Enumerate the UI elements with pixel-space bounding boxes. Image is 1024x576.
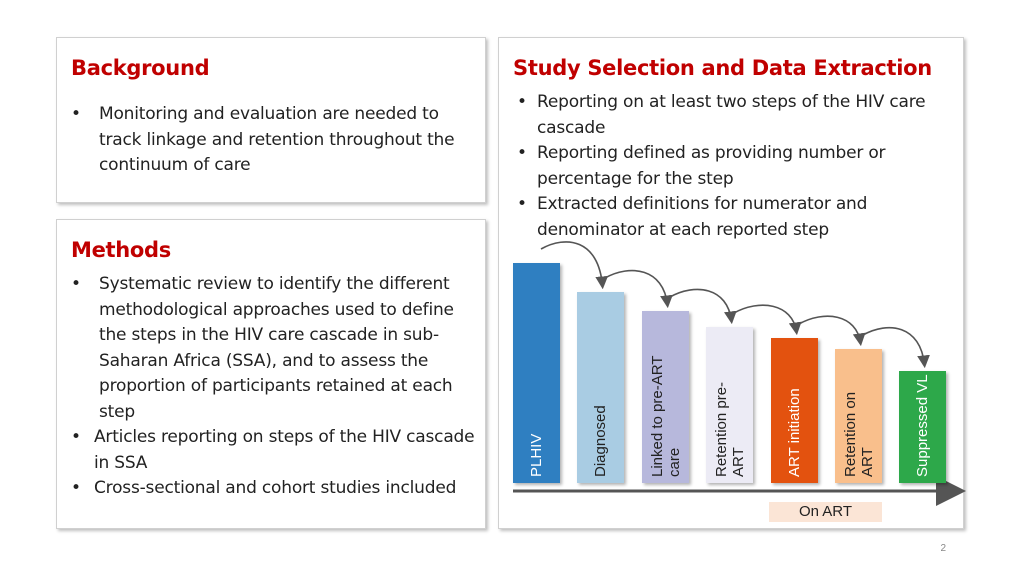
cascade-bar-label: Suppressed VL	[914, 374, 931, 477]
cascade-bar-plhiv: PLHIV	[513, 263, 560, 483]
study-selection-bullet-list: Reporting on at least two steps of the H…	[513, 90, 953, 243]
study-bullet: Extracted definitions for numerator and …	[513, 192, 953, 243]
methods-bullet: Cross-sectional and cohort studies inclu…	[57, 476, 479, 502]
cascade-bar-label: Diagnosed	[592, 405, 609, 477]
background-bullet-list: Monitoring and evaluation are needed to …	[57, 102, 477, 179]
background-panel: Background Monitoring and evaluation are…	[56, 37, 486, 203]
background-title: Background	[71, 56, 210, 80]
cascade-bar-label: ART initiation	[786, 388, 803, 477]
on-art-label: On ART	[769, 502, 882, 522]
methods-panel: Methods Systematic review to identify th…	[56, 219, 486, 529]
background-bullet: Monitoring and evaluation are needed to …	[57, 102, 477, 179]
cascade-bar-label: PLHIV	[528, 433, 545, 477]
cascade-bar-art-initiation: ART initiation	[771, 338, 818, 483]
cascade-bar-label: Linked to pre-ART care	[648, 355, 683, 477]
study-selection-title: Study Selection and Data Extraction	[513, 56, 932, 80]
page-number: 2	[940, 543, 946, 554]
methods-title: Methods	[71, 238, 171, 262]
study-bullet: Reporting defined as providing number or…	[513, 141, 953, 192]
cascade-bar-label: Retention pre- ART	[712, 381, 747, 477]
cascade-bar-retention-pre-art: Retention pre- ART	[706, 327, 753, 483]
methods-bullet: Articles reporting on steps of the HIV c…	[57, 425, 479, 476]
cascade-bar-suppressed-vl: Suppressed VL	[899, 371, 946, 483]
cascade-bar-diagnosed: Diagnosed	[577, 292, 624, 483]
cascade-bar-label: Retention on ART	[841, 391, 876, 477]
study-bullet: Reporting on at least two steps of the H…	[513, 90, 953, 141]
cascade-bar-linked-to-pre-art-care: Linked to pre-ART care	[642, 311, 689, 483]
methods-bullet-list: Systematic review to identify the differ…	[57, 272, 479, 502]
methods-bullet: Systematic review to identify the differ…	[57, 272, 479, 425]
cascade-bar-retention-on-art: Retention on ART	[835, 349, 882, 483]
